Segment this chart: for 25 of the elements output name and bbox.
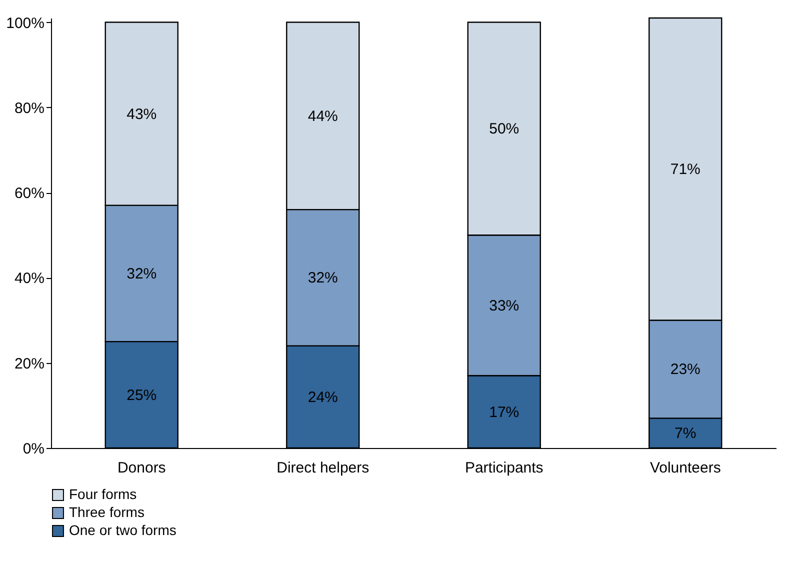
data-label: 32% [308, 270, 338, 287]
legend-label: One or two forms [69, 522, 176, 538]
data-label: 43% [126, 106, 157, 123]
x-tick-label: Donors [117, 460, 166, 476]
y-tick-label: 20% [14, 355, 44, 372]
data-label: 71% [670, 161, 700, 178]
data-label: 33% [489, 297, 520, 314]
x-tick-label: Participants [464, 460, 544, 476]
data-label: 17% [489, 404, 520, 421]
x-tick-label: Direct helpers [276, 460, 370, 476]
data-label: 44% [308, 108, 338, 125]
data-label: 24% [308, 388, 338, 406]
legend-label: Three forms [69, 504, 144, 520]
y-tick-label: 60% [14, 185, 44, 202]
data-label: 32% [126, 265, 157, 282]
y-tick-label: 0% [22, 440, 44, 458]
data-label: 7% [674, 425, 696, 442]
data-label: 50% [489, 120, 520, 138]
legend-label: Four forms [69, 486, 137, 502]
y-tick-label: 100% [6, 14, 44, 32]
y-tick-label: 40% [14, 270, 44, 288]
data-label: 25% [126, 386, 157, 404]
x-tick-label: Volunteers [650, 460, 721, 476]
y-tick-label: 80% [14, 100, 44, 117]
data-label: 23% [670, 361, 700, 378]
